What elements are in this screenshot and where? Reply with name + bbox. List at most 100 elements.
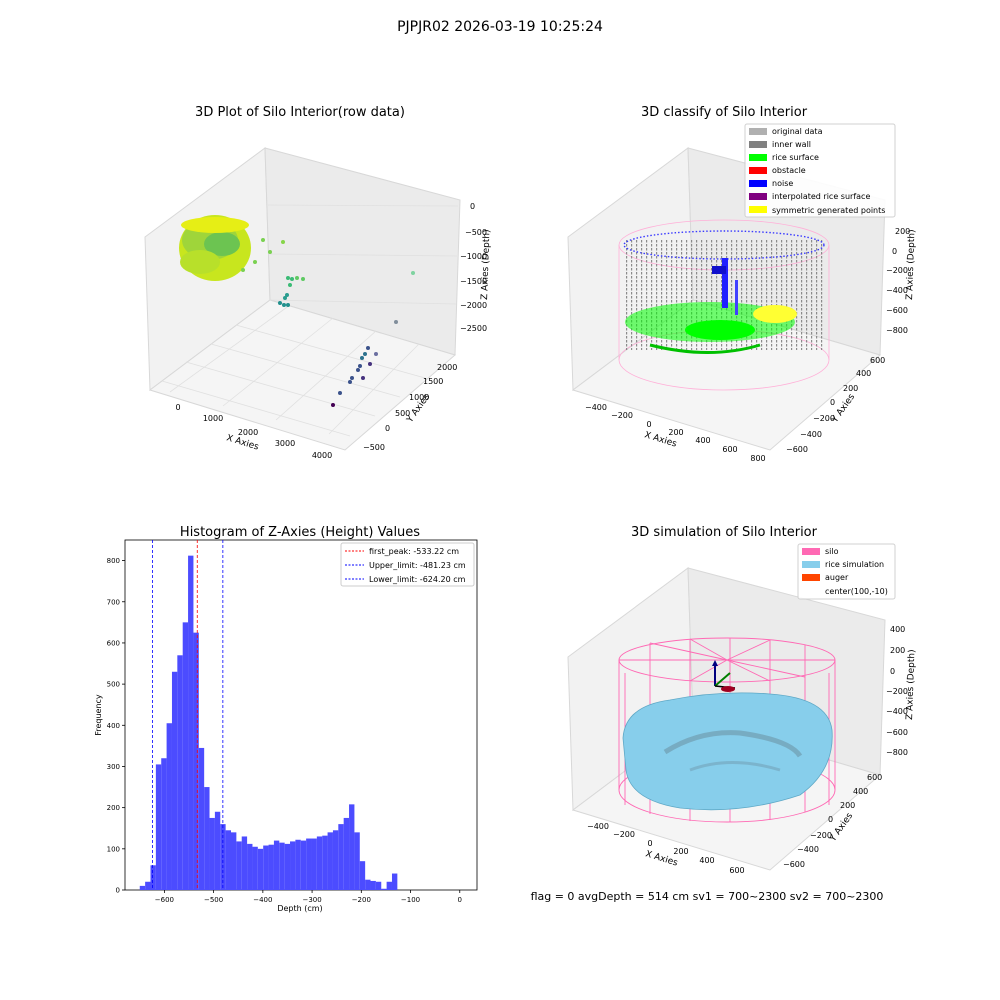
histogram-bar [182, 622, 189, 890]
histogram-bar [155, 764, 162, 890]
legend-swatch-interpolated [749, 193, 767, 200]
sim-z-tick: −400 [886, 707, 908, 716]
sim-x-tick: −400 [587, 822, 609, 831]
classify-x-tick: 200 [668, 428, 683, 437]
legend-swatch-symmetric [749, 206, 767, 213]
classify-z-ticks: 200 0 −200 −400 −600 −800 [886, 227, 910, 335]
histogram-bar [268, 844, 274, 890]
histogram-bar [322, 835, 328, 890]
classify-rice-core [685, 320, 755, 340]
histogram-bar [343, 817, 350, 890]
raw-y-tick: 1000 [409, 393, 429, 402]
legend-swatch-rice-surface [749, 154, 767, 161]
sim-y-tick: 0 [828, 815, 833, 824]
raw-x-tick: 4000 [312, 451, 332, 460]
figure-suptitle: PJPJR02 2026-03-19 10:25:24 [397, 19, 603, 35]
sim-z-tick: −800 [886, 748, 908, 757]
histogram-bar [241, 836, 248, 890]
classify-y-tick: −400 [800, 430, 822, 439]
sim-z-tick: −600 [886, 728, 908, 737]
histogram-bar [375, 881, 382, 890]
classify-z-tick: −800 [886, 326, 908, 335]
histogram-x-tick-label: −300 [302, 896, 321, 904]
legend-swatch-inner-wall [749, 141, 767, 148]
histogram-x-tick-label: −600 [155, 896, 174, 904]
legend-label: auger [825, 573, 849, 582]
legend-label: center(100,-10) [825, 587, 888, 596]
sim-center-axes [712, 660, 736, 692]
sim-z-tick: 0 [890, 667, 895, 676]
histogram-bar [214, 811, 221, 890]
histogram-x-label: Depth (cm) [277, 904, 322, 913]
histogram-bar [139, 885, 146, 890]
legend-label: rice simulation [825, 560, 884, 569]
raw-x-tick: 0 [175, 403, 180, 412]
panel-simulation-title: 3D simulation of Silo Interior [631, 525, 818, 540]
legend-label: obstacle [772, 166, 806, 175]
legend-label: symmetric generated points [772, 206, 885, 215]
histogram-x-tick-label: −500 [204, 896, 223, 904]
sim-y-ticks: −600 −400 −200 0 200 400 600 [783, 773, 882, 869]
histogram-bar [391, 873, 398, 890]
sim-y-tick: −200 [810, 831, 832, 840]
histogram-bar [263, 845, 269, 890]
histogram-bar [311, 838, 317, 890]
histogram-bar [225, 830, 231, 890]
histogram-y-tick-label: 100 [107, 845, 120, 853]
classify-z-tick: −200 [886, 266, 908, 275]
sim-rice-depression [663, 730, 803, 758]
histogram-bar [257, 848, 264, 890]
classify-x-tick: −400 [585, 403, 607, 412]
sim-x-tick: 200 [673, 847, 688, 856]
histogram-title: Histogram of Z-Axies (Height) Values [180, 525, 420, 540]
histogram-bar [145, 881, 151, 890]
legend-label: original data [772, 127, 823, 136]
histogram-x-tick-label: −400 [253, 896, 272, 904]
raw-y-ticks: −500 0 500 1000 1500 2000 [363, 363, 457, 452]
histogram-bars [139, 555, 398, 890]
classify-z-label: Z Axies (Depth) [905, 229, 917, 300]
sim-y-tick: −400 [797, 845, 819, 854]
panel-raw-title: 3D Plot of Silo Interior(row data) [195, 105, 405, 120]
legend-label: noise [772, 179, 793, 188]
panel-classify: 3D classify of Silo Interior [567, 105, 917, 463]
panel-raw-data: 3D Plot of Silo Interior(row data) [144, 105, 492, 460]
legend-swatch-noise [749, 180, 767, 187]
raw-y-tick: 0 [385, 424, 390, 433]
sim-rice-ridge [689, 761, 781, 772]
legend-label: Lower_limit: -624.20 cm [369, 575, 466, 584]
raw-scatter-points [241, 238, 415, 407]
classify-symmetric-points [753, 305, 797, 323]
legend-swatch-original [749, 128, 767, 135]
histogram-bar [365, 879, 371, 890]
raw-z-tick: −2000 [460, 301, 487, 310]
legend-label: first_peak: -533.22 cm [369, 547, 459, 556]
histogram-bar [332, 830, 339, 890]
raw-y-tick: 500 [395, 409, 410, 418]
classify-z-tick: 200 [895, 227, 910, 236]
histogram-bar [150, 865, 156, 890]
histogram-bar [198, 747, 205, 890]
raw-z-tick: 0 [470, 202, 475, 211]
classify-y-ticks: −600 −400 −200 0 200 400 600 [786, 356, 885, 454]
histogram-x-tick-label: −200 [352, 896, 371, 904]
raw-z-tick: −1000 [460, 252, 487, 261]
histogram-legend: first_peak: -533.22 cm Upper_limit: -481… [340, 542, 475, 587]
histogram-y-label: Frequency [94, 694, 103, 736]
histogram-bar [300, 840, 307, 890]
raw-x-ticks: 0 1000 2000 3000 4000 [175, 403, 332, 460]
histogram-bar [316, 836, 323, 890]
histogram-y-tick-label: 400 [107, 722, 120, 730]
sim-legend: silo rice simulation auger center(100,-1… [797, 543, 896, 600]
raw-z-ticks: 0 −500 −1000 −1500 −2000 −2500 [460, 202, 487, 333]
legend-label: silo [825, 547, 839, 556]
raw-grid [161, 204, 459, 437]
classify-y-tick: 200 [843, 384, 858, 393]
histogram-bar [161, 758, 167, 890]
raw-y-tick: −500 [363, 443, 385, 452]
histogram-bar [306, 838, 312, 890]
sim-z-tick: 400 [890, 625, 905, 634]
legend-label: interpolated rice surface [772, 192, 870, 201]
legend-label: inner wall [772, 140, 811, 149]
